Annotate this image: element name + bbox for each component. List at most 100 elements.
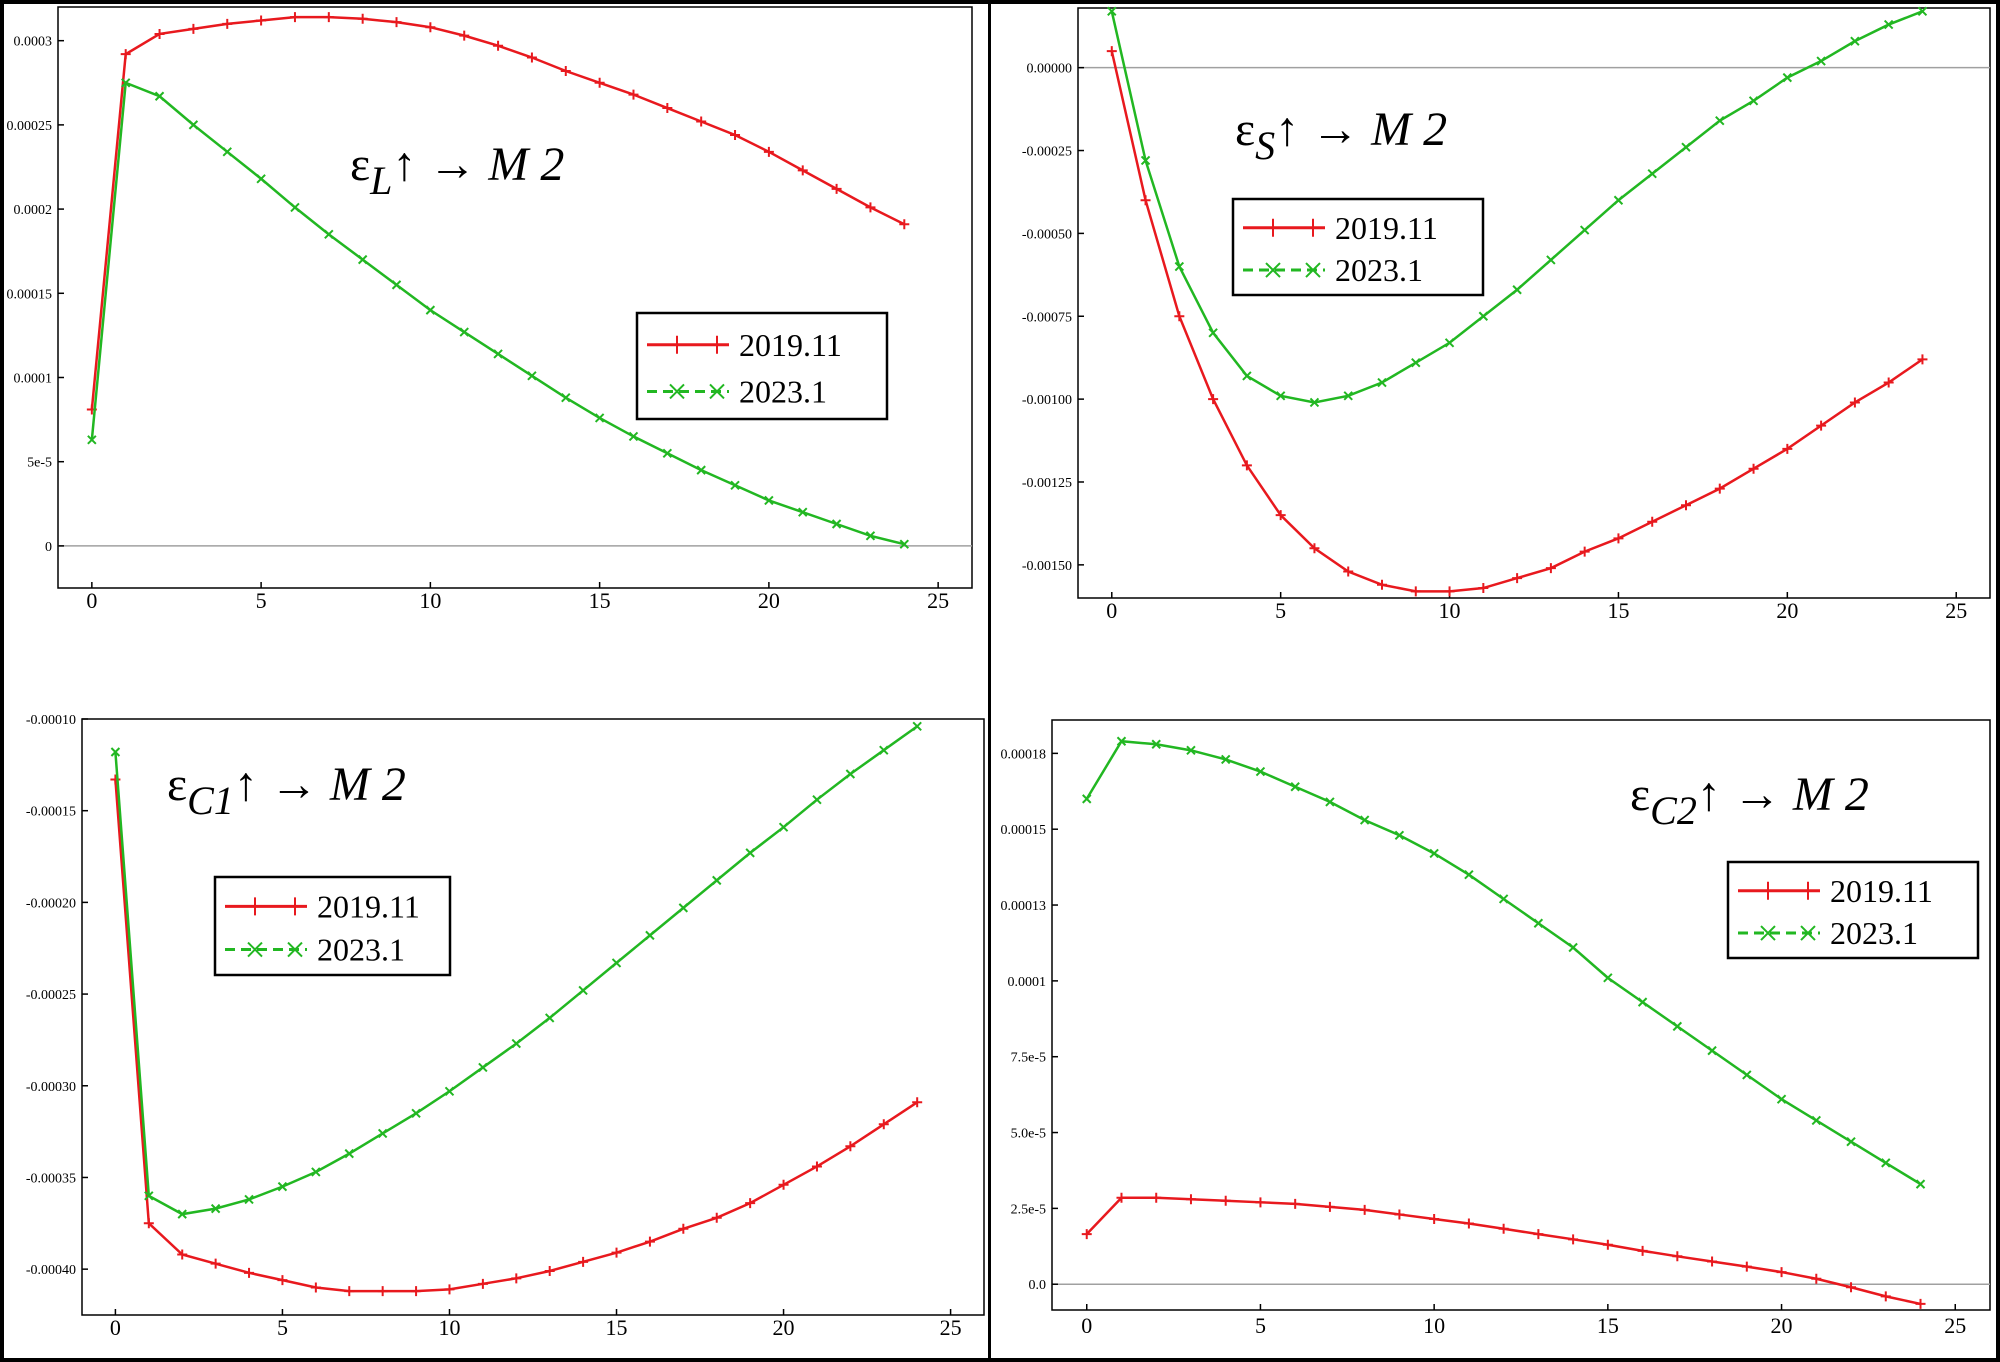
data-point [459,327,469,337]
data-point [1917,354,1928,365]
data-point [110,747,121,757]
data-point [1672,1251,1683,1262]
data-point [287,941,303,958]
data-point [1265,262,1281,278]
data-point [1498,1223,1509,1234]
data-point [1799,881,1817,900]
data-point [1647,169,1657,179]
y-tick-label: -0.00040 [26,1263,76,1278]
data-point [411,1286,422,1297]
data-point [1208,394,1219,405]
data-point [1707,1256,1718,1267]
data-point [1106,46,1117,57]
data-point [831,519,842,529]
data-point [144,1191,154,1201]
data-point [1463,1218,1474,1229]
data-point [1478,311,1489,321]
y-tick-label: -0.00100 [1022,393,1072,408]
data-point [478,1062,488,1073]
data-point [1748,96,1759,106]
data-point [730,129,741,140]
data-point [865,202,876,213]
data-point [1846,1282,1857,1293]
x-tick-label: 5 [277,1315,288,1340]
chart-panel-4: 0.0 2.5e-5 5.0e-5 7.5e-5 0.0001 0.00013 0.0001… [1001,719,1991,1338]
data-point [188,23,199,34]
y-tick-label: -0.00050 [1022,227,1072,242]
data-point [1579,225,1590,235]
data-point [669,383,685,400]
data-point [708,335,726,354]
data-point [1613,533,1624,544]
data-point [310,1282,321,1293]
x-tick-label: 15 [1607,598,1629,623]
data-point [1816,56,1826,66]
data-point [1140,155,1151,166]
data-point [493,40,504,51]
data-point [277,1275,288,1286]
data-point [678,903,689,913]
data-point [1637,997,1648,1007]
data-point [1377,377,1387,388]
data-point [764,495,774,506]
data-point [244,1267,255,1278]
data-point [763,146,774,157]
data-point [1116,1192,1127,1203]
legend-box [635,311,889,421]
y-tick-label: -0.00020 [26,896,76,911]
data-point [1324,1201,1335,1212]
y-tick-label: 2.5e-5 [1011,1202,1046,1217]
data-point [1681,142,1691,152]
data-point [1714,483,1725,494]
data-point [1498,894,1509,904]
data-point [1915,1179,1926,1189]
data-point [511,1038,522,1049]
series-2023.1 [110,721,922,1219]
y-tick-label: 0.00025 [7,119,53,134]
data-point [899,219,910,230]
data-point [1429,1214,1440,1224]
chart-title: εC1↑ → M 2 [167,758,406,823]
data-point [668,335,686,354]
legend-label-2023: 2023.1 [317,932,405,968]
plot-area [1051,719,1991,1311]
y-tick-label: -0.00010 [26,713,76,728]
plot-area [1077,7,1991,599]
data-point [1174,261,1185,272]
data-point [879,745,889,755]
data-point [778,822,789,832]
data-point [644,1236,655,1247]
y-tick-label: 0.0003 [14,35,53,50]
data-point [1603,973,1613,983]
data-point [798,507,808,517]
data-point [1174,311,1185,322]
data-point [1917,6,1928,17]
data-point [1464,869,1474,880]
data-point [594,413,605,423]
data-point [459,30,470,41]
chart-title: εL↑ → M 2 [350,138,564,203]
data-point [444,1284,455,1295]
data-point [256,174,266,184]
data-point [256,15,267,26]
data-point [845,769,856,779]
right-border [1996,0,2000,1362]
data-point [493,349,503,359]
data-point [544,1265,555,1276]
data-point [1811,1273,1822,1284]
data-point [377,1286,388,1297]
data-point [1800,925,1816,941]
data-point [1309,543,1320,554]
data-point [391,280,402,290]
y-tick-label: 0.0001 [14,371,53,386]
legend-label-2019: 2019.11 [1830,873,1933,909]
x-tick-label: 20 [1776,598,1798,623]
data-point [578,985,588,996]
y-tick-label: -0.00015 [26,805,76,820]
x-tick-label: 25 [1944,1313,1966,1338]
data-point [628,89,639,100]
legend-label-2023: 2023.1 [1830,915,1918,951]
data-point [1579,546,1590,557]
series-2019.11 [86,12,910,415]
